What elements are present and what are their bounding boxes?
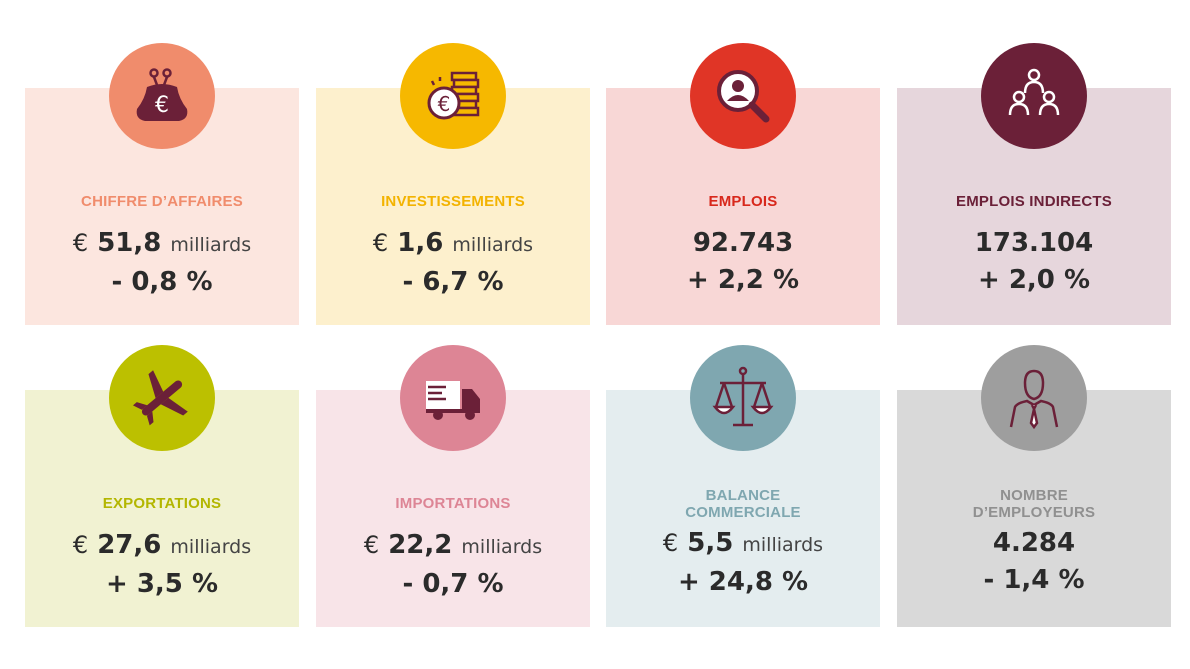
- card-label: IMPORTATIONS: [395, 495, 511, 512]
- card-change: + 2,2 %: [687, 265, 799, 295]
- card-change: - 0,8 %: [111, 267, 213, 297]
- card-label: EMPLOIS INDIRECTS: [956, 193, 1112, 210]
- scales-icon: [712, 366, 774, 427]
- icon-circle: [981, 345, 1087, 451]
- svg-text:€: €: [155, 93, 169, 118]
- card-change: - 0,7 %: [402, 569, 504, 599]
- icon-circle: [400, 345, 506, 451]
- card-balance-commerciale: BALANCE COMMERCIALE € 5,5 milliards + 24…: [606, 345, 880, 627]
- card-label: NOMBRE D’EMPLOYEURS: [972, 487, 1096, 521]
- card-value: 92.743: [692, 228, 794, 258]
- purse-euro-icon: €: [136, 68, 188, 121]
- icon-circle: [690, 43, 796, 149]
- icon-circle: [981, 43, 1087, 149]
- card-value: 4.284: [992, 528, 1076, 558]
- card-chiffre-affaires: € CHIFFRE D’AFFAIRES € 51,8 milliards - …: [25, 43, 299, 325]
- card-emplois-indirects: EMPLOIS INDIRECTS 173.104 + 2,0 %: [897, 43, 1171, 325]
- card-change: + 3,5 %: [106, 569, 218, 599]
- businessman-icon: [1009, 369, 1059, 430]
- card-value: € 1,6 milliards: [372, 228, 534, 258]
- icon-circle: [109, 345, 215, 451]
- truck-icon: [426, 381, 480, 420]
- card-change: + 24,8 %: [677, 567, 809, 597]
- card-value: 173.104: [974, 228, 1094, 258]
- icon-circle: €: [109, 43, 215, 149]
- card-value: € 22,2 milliards: [363, 530, 543, 560]
- card-value: € 51,8 milliards: [72, 228, 252, 258]
- card-change: - 1,4 %: [983, 565, 1085, 595]
- person-search-icon: [717, 70, 770, 123]
- card-emplois: EMPLOIS 92.743 + 2,2 %: [606, 43, 880, 325]
- card-label: BALANCE COMMERCIALE: [685, 487, 801, 521]
- card-investissements: € INVESTISSEMENTS € 1,6 milliards - 6,7 …: [316, 43, 590, 325]
- card-label: CHIFFRE D’AFFAIRES: [81, 193, 243, 210]
- card-label: EMPLOIS: [708, 193, 778, 210]
- card-exportations: EXPORTATIONS € 27,6 milliards + 3,5 %: [25, 345, 299, 627]
- coins-euro-icon: €: [427, 71, 480, 120]
- svg-text:€: €: [438, 92, 451, 116]
- card-value: € 27,6 milliards: [72, 530, 252, 560]
- card-nombre-employeurs: NOMBRE D’EMPLOYEURS 4.284 - 1,4 %: [897, 345, 1171, 627]
- card-value: € 5,5 milliards: [662, 528, 824, 558]
- card-label: EXPORTATIONS: [102, 495, 222, 512]
- icon-circle: €: [400, 43, 506, 149]
- card-label: INVESTISSEMENTS: [381, 193, 525, 210]
- card-change: + 2,0 %: [978, 265, 1090, 295]
- people-network-icon: [1008, 68, 1060, 116]
- card-importations: IMPORTATIONS € 22,2 milliards - 0,7 %: [316, 345, 590, 627]
- airplane-icon: [132, 370, 188, 426]
- card-change: - 6,7 %: [402, 267, 504, 297]
- icon-circle: [690, 345, 796, 451]
